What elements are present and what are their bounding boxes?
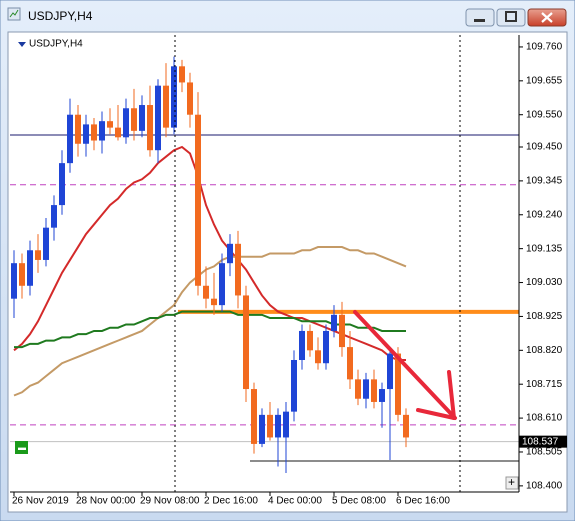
candle-body [83,124,89,144]
candle-body [315,350,321,364]
candle-body [323,330,329,364]
candle-body [75,114,81,144]
last-price-tag [519,435,567,448]
candle-body [171,66,177,128]
candle-body [227,243,233,264]
y-tick-label: 109.135 [526,243,563,254]
candle-body [243,295,249,390]
candle-body [27,250,33,286]
candle-body [163,85,169,128]
chart-area [7,31,568,513]
y-tick-label: 108.505 [526,447,563,458]
y-tick-label: 108.925 [526,311,563,322]
candle-body [347,347,353,380]
symbol-marker [18,42,26,47]
candle-body [139,105,145,131]
candle-body [299,330,305,360]
trade-button[interactable] [15,441,28,454]
x-tick-label: 26 Nov 2019 [12,496,69,507]
y-tick-label: 109.655 [526,75,563,86]
candle-body [51,205,57,228]
candle-body [395,353,401,415]
plot [10,56,519,473]
candle-body [99,121,105,141]
y-tick-label: 109.030 [526,277,563,288]
candle-body [187,82,193,115]
candle-body [11,263,17,299]
candle-body [283,411,289,438]
x-tick-label: 5 Dec 08:00 [332,496,386,507]
candle-body [67,114,73,164]
candle-body [131,108,137,131]
candle-body [35,250,41,260]
candle-body [123,108,129,138]
candle-body [59,163,65,206]
candle-body [275,414,281,438]
window-icon-glyph [9,9,19,18]
candle-body [43,227,49,260]
zoom-button[interactable] [505,476,519,490]
candle-body [403,414,409,438]
last-price-label: 108.537 [522,436,559,447]
y-tick-label: 109.550 [526,109,563,120]
candle-body [339,314,345,348]
candle-body [291,359,297,412]
restore-button[interactable] [496,8,526,27]
y-tick-label: 109.760 [526,42,563,53]
x-tick-label: 28 Nov 00:00 [76,496,136,507]
y-tick-label: 109.240 [526,209,563,220]
x-tick-label: 29 Nov 08:00 [140,496,200,507]
candle-body [251,389,257,444]
candle-body [379,389,385,402]
candle-body [307,330,313,351]
candle-body [331,314,337,331]
candle-body [91,124,97,141]
drawn-arrow [353,310,457,420]
y-tick-label: 108.715 [526,379,563,390]
candle-body [19,263,25,286]
candle-body [107,121,113,128]
y-tick-label: 108.820 [526,345,563,356]
trade-button-glyph: ▬ [18,443,26,452]
zoom-glyph: + [508,475,515,489]
chart-title: USDJPY,H4 [29,39,83,50]
candle-body [147,105,153,151]
candle-body [211,298,217,306]
x-tick-label: 6 Dec 16:00 [396,496,450,507]
candle-body [387,353,393,390]
candle-body [115,127,121,138]
minimize-button[interactable] [465,8,495,27]
x-tick-label: 4 Dec 00:00 [268,496,322,507]
candle-body [355,379,361,399]
candle-body [203,285,209,299]
candle-body [235,243,241,296]
y-tick-label: 109.450 [526,142,563,153]
candle-body [267,414,273,438]
candle-body [219,263,225,306]
window-title: USDJPY,H4 [28,9,93,23]
y-tick-label: 109.345 [526,176,563,187]
y-tick-label: 108.400 [526,481,563,492]
candle-body [363,379,369,399]
candle-body [155,85,161,151]
moving-average [13,246,407,397]
candle-body [259,414,265,444]
candle-body [179,66,185,83]
x-tick-label: 2 Dec 16:00 [204,496,258,507]
close-button[interactable] [527,8,567,27]
y-tick-label: 108.610 [526,413,563,424]
candle-body [371,379,377,402]
candle-body [195,114,201,286]
